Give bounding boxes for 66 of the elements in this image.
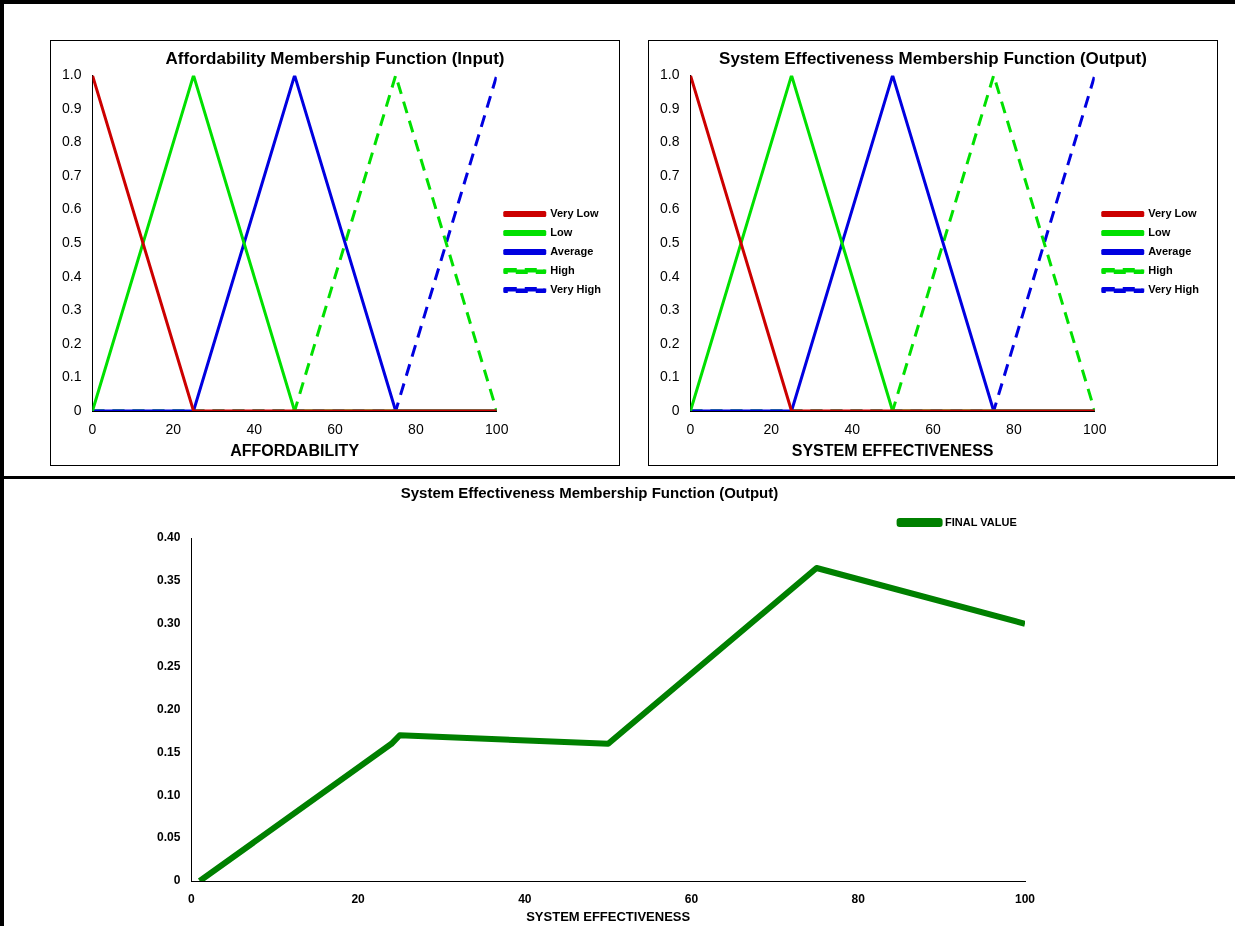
legend-label: Very High	[1148, 283, 1200, 296]
y-tick-label: 0.8	[61, 133, 82, 150]
y-tick-label: 0.7	[659, 166, 680, 183]
y-tick-label: 0.20	[157, 701, 181, 716]
legend-label: Very High	[550, 283, 602, 296]
legend-label: Low	[1148, 226, 1171, 239]
y-tick-label: 0	[173, 873, 181, 888]
x-axis-title: SYSTEM EFFECTIVENESS	[791, 441, 994, 459]
x-tick-label: 80	[851, 891, 866, 906]
y-tick-label: 0.1	[61, 368, 82, 385]
legend-label: Average	[1148, 245, 1192, 258]
x-tick-label: 60	[327, 421, 344, 438]
y-tick-label: 0.3	[659, 301, 680, 318]
y-tick-label: 0	[671, 401, 680, 418]
y-tick-label: 0	[73, 401, 82, 418]
legend-label: Very Low	[1148, 207, 1197, 220]
x-tick-label: 40	[518, 891, 532, 906]
y-tick-label: 0.9	[659, 99, 680, 116]
x-tick-label: 40	[844, 421, 861, 438]
y-tick-label: 0.05	[157, 830, 181, 845]
x-tick-label: 0	[686, 421, 695, 438]
y-tick-label: 0.2	[61, 334, 82, 351]
legend-label: Very Low	[550, 207, 599, 220]
y-tick-label: 0.2	[659, 334, 680, 351]
x-tick-label: 0	[188, 891, 196, 906]
y-tick-label: 0.1	[659, 368, 680, 385]
x-tick-label: 40	[246, 421, 263, 438]
x-tick-label: 20	[351, 891, 366, 906]
x-tick-label: 100	[485, 421, 509, 438]
y-tick-label: 1.0	[61, 66, 82, 83]
y-tick-label: 0.9	[61, 99, 82, 116]
y-tick-label: 0.5	[61, 234, 82, 251]
chart-title: Affordability Membership Function (Input)	[165, 48, 505, 68]
y-tick-label: 0.3	[61, 301, 82, 318]
chart-title: System Effectiveness Membership Function (Output)	[400, 484, 779, 502]
y-tick-label: 0.10	[157, 787, 181, 802]
x-tick-label: 80	[1006, 421, 1022, 438]
y-tick-label: 0.4	[659, 267, 680, 284]
y-tick-label: 0.30	[157, 616, 181, 631]
y-tick-label: 0.6	[659, 200, 680, 217]
y-tick-label: 0.7	[61, 166, 82, 183]
y-tick-label: 0.25	[157, 658, 181, 673]
x-tick-label: 20	[165, 421, 182, 438]
y-tick-label: 0.6	[61, 200, 82, 217]
y-tick-label: 0.8	[659, 133, 680, 150]
y-tick-label: 0.40	[157, 530, 181, 545]
x-tick-label: 100	[1014, 891, 1036, 906]
x-axis-title: SYSTEM EFFECTIVENESS	[526, 908, 691, 924]
x-axis-title: AFFORDABILITY	[230, 441, 360, 459]
y-tick-label: 0.15	[157, 744, 181, 759]
y-tick-label: 0.4	[61, 267, 82, 284]
legend-label: High	[1148, 264, 1173, 277]
x-tick-label: 0	[88, 421, 97, 438]
legend-label: High	[550, 264, 575, 277]
x-tick-label: 100	[1083, 421, 1107, 438]
legend-label: FINAL VALUE	[945, 515, 1017, 528]
x-tick-label: 60	[925, 421, 942, 438]
legend-label: Average	[550, 245, 594, 258]
y-tick-label: 1.0	[659, 66, 680, 83]
legend-label: Low	[550, 226, 573, 239]
x-tick-label: 20	[763, 421, 780, 438]
y-tick-label: 0.35	[157, 573, 181, 588]
x-tick-label: 80	[408, 421, 424, 438]
chart-title: System Effectiveness Membership Function (Output)	[719, 48, 1147, 68]
x-tick-label: 60	[684, 891, 699, 906]
y-tick-label: 0.5	[659, 234, 680, 251]
